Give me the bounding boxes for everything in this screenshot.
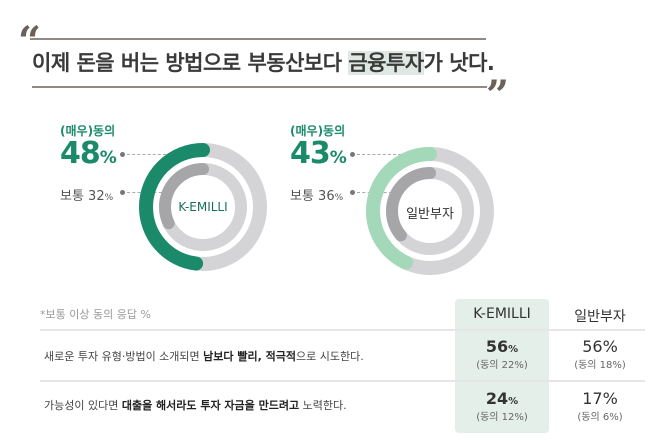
open-quote-icon: “ — [18, 18, 42, 65]
agree-value-rich: 43% — [290, 136, 347, 171]
donut-center-label-kemilli: K-EMILLI — [178, 200, 228, 214]
cell-unit: % — [508, 396, 519, 407]
cell-main: 56% — [455, 337, 549, 356]
table-cell-kemilli: 24% (동의 12%) — [455, 389, 549, 423]
leader-dot — [120, 152, 125, 157]
neutral-label-kemilli: 보통 32% — [60, 185, 113, 204]
neutral-text: 보통 32 — [60, 189, 105, 204]
donut-center-label-rich: 일반부자 — [406, 207, 454, 222]
page-title: 이제 돈을 버는 방법으로 부동산보다 금융투자가 낫다. — [32, 47, 495, 77]
cell-main: 24% — [455, 389, 549, 408]
row-text: 가능성이 있다면 — [44, 399, 122, 412]
neutral-text: 보통 36 — [290, 189, 335, 204]
cell-sub: (동의 18%) — [574, 360, 626, 371]
leader-line — [357, 154, 427, 155]
agree-label-kemilli: (매우)동의 — [60, 124, 116, 138]
agree-number: 43 — [290, 136, 331, 171]
table-row-label: 새로운 투자 유형·방법이 소개되면 남보다 빨리, 적극적으로 시도한다. — [44, 348, 364, 364]
cell-main: 17% — [582, 389, 618, 408]
row-text: 노력한다. — [299, 399, 347, 412]
leader-dot — [120, 190, 125, 195]
leader-dot — [350, 152, 355, 157]
row-text: 새로운 투자 유형·방법이 소개되면 — [44, 350, 204, 363]
agree-unit: % — [329, 148, 347, 168]
cell-value: 56 — [485, 337, 509, 356]
leader-dot — [350, 190, 355, 195]
title-post: 가 낫다. — [423, 51, 495, 75]
agree-label-rich: (매우)동의 — [290, 124, 346, 138]
row-text-bold: 남보다 빨리, 적극적 — [203, 350, 296, 363]
donut-chart-rich — [366, 147, 494, 275]
column-header-rich: 일반부자 — [574, 309, 626, 325]
donut-chart-kemilli — [139, 143, 267, 271]
neutral-unit: % — [104, 193, 114, 203]
cell-sub: (동의 22%) — [476, 360, 528, 371]
table-note: *보통 이상 동의 응답 % — [40, 308, 151, 321]
table-cell-kemilli: 56% (동의 22%) — [455, 337, 549, 371]
row-divider — [40, 329, 645, 331]
leader-line — [127, 154, 202, 155]
neutral-unit: % — [334, 193, 344, 203]
title-pre: 이제 돈을 버는 방법으로 부동산보다 — [32, 51, 349, 75]
table-cell-rich: 56% (동의 18%) — [555, 337, 645, 371]
table-cell-rich: 17% (동의 6%) — [555, 389, 645, 423]
cell-unit: % — [508, 344, 519, 355]
close-quote-icon: ” — [486, 72, 510, 119]
agree-value-kemilli: 48% — [60, 136, 117, 171]
row-text: 으로 시도한다. — [295, 350, 364, 363]
top-divider — [30, 38, 486, 40]
agree-unit: % — [99, 148, 117, 168]
column-header-kemilli: K-EMILLI — [473, 306, 531, 322]
neutral-label-rich: 보통 36% — [290, 185, 343, 204]
cell-sub: (동의 6%) — [577, 412, 623, 423]
agree-number: 48 — [60, 136, 101, 171]
table-row-label: 가능성이 있다면 대출을 해서라도 투자 자금을 만드려고 노력한다. — [44, 397, 347, 413]
row-divider — [40, 380, 645, 382]
row-text-bold: 대출을 해서라도 투자 자금을 만드려고 — [121, 399, 300, 412]
cell-value: 24 — [485, 389, 509, 408]
bottom-divider — [32, 86, 487, 88]
title-highlight: 금융투자 — [348, 51, 424, 75]
highlight-column-kemilli — [455, 299, 549, 433]
cell-sub: (동의 12%) — [476, 412, 528, 423]
cell-main: 56% — [582, 337, 618, 356]
